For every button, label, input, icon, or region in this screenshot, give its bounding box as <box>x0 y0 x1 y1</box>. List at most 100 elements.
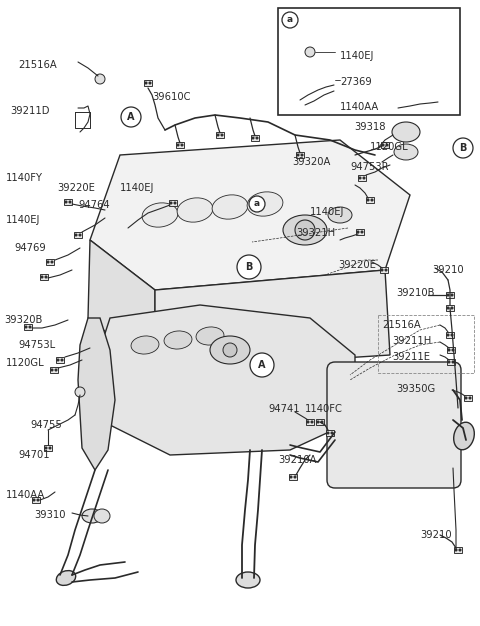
Circle shape <box>359 177 361 179</box>
Polygon shape <box>98 305 355 455</box>
Bar <box>356 229 364 235</box>
Ellipse shape <box>142 203 178 227</box>
Circle shape <box>311 421 313 423</box>
Text: 1140EJ: 1140EJ <box>120 183 155 193</box>
Text: 27369: 27369 <box>340 77 372 87</box>
Circle shape <box>69 201 71 203</box>
Bar <box>169 200 177 206</box>
Circle shape <box>321 421 323 423</box>
Bar <box>50 367 58 373</box>
Text: 39610C: 39610C <box>152 92 191 102</box>
Ellipse shape <box>210 336 250 364</box>
Ellipse shape <box>247 192 283 216</box>
Circle shape <box>305 47 315 57</box>
Text: B: B <box>459 143 467 153</box>
Ellipse shape <box>196 327 224 345</box>
Bar <box>464 395 472 401</box>
Circle shape <box>95 74 105 84</box>
Circle shape <box>447 294 449 296</box>
Bar <box>316 419 324 425</box>
Circle shape <box>79 233 81 236</box>
Bar <box>447 359 455 365</box>
Circle shape <box>381 269 383 271</box>
Circle shape <box>45 276 47 278</box>
Circle shape <box>177 144 179 146</box>
Text: 21516A: 21516A <box>382 320 421 330</box>
Circle shape <box>250 353 274 377</box>
Text: 21516A: 21516A <box>18 60 57 70</box>
Circle shape <box>149 82 151 85</box>
Circle shape <box>181 144 183 146</box>
Ellipse shape <box>131 336 159 354</box>
Ellipse shape <box>212 195 248 219</box>
Bar <box>306 419 314 425</box>
Ellipse shape <box>394 144 418 160</box>
Ellipse shape <box>82 509 102 523</box>
Text: 1140EJ: 1140EJ <box>6 215 40 225</box>
Polygon shape <box>90 140 410 290</box>
Circle shape <box>451 294 453 296</box>
Circle shape <box>451 307 453 309</box>
Bar <box>44 445 52 451</box>
Ellipse shape <box>392 122 420 142</box>
Circle shape <box>145 82 147 85</box>
Circle shape <box>295 220 315 240</box>
Bar <box>446 292 454 298</box>
Text: 1140FC: 1140FC <box>305 404 343 414</box>
Polygon shape <box>78 318 115 470</box>
Text: 94741: 94741 <box>268 404 300 414</box>
Text: 39318: 39318 <box>354 122 385 132</box>
Circle shape <box>249 196 265 212</box>
Circle shape <box>75 387 85 397</box>
Text: 94753L: 94753L <box>18 340 55 350</box>
Text: 1140EJ: 1140EJ <box>340 51 374 61</box>
Circle shape <box>223 343 237 357</box>
Bar <box>378 315 474 373</box>
Text: a: a <box>287 16 293 24</box>
Text: 39220E: 39220E <box>338 260 376 270</box>
Circle shape <box>294 476 296 478</box>
Text: A: A <box>127 112 135 122</box>
Text: 39321H: 39321H <box>296 228 335 238</box>
Circle shape <box>452 361 454 363</box>
Circle shape <box>367 199 369 201</box>
Circle shape <box>447 307 449 309</box>
Text: A: A <box>258 360 266 370</box>
Circle shape <box>448 349 450 351</box>
Circle shape <box>290 476 292 478</box>
Text: 39210: 39210 <box>420 530 452 540</box>
Text: 39210B: 39210B <box>396 288 434 298</box>
Bar <box>24 324 32 330</box>
Text: 39220E: 39220E <box>57 183 95 193</box>
Circle shape <box>51 261 53 263</box>
Circle shape <box>174 202 176 204</box>
Circle shape <box>327 432 329 434</box>
Text: 1140AA: 1140AA <box>6 490 45 500</box>
Circle shape <box>65 201 67 203</box>
Bar <box>447 347 455 353</box>
Circle shape <box>451 334 453 336</box>
Text: 39211E: 39211E <box>392 352 430 362</box>
Bar <box>381 142 389 148</box>
Circle shape <box>47 261 49 263</box>
Circle shape <box>121 107 141 127</box>
Circle shape <box>363 177 365 179</box>
Text: 94764: 94764 <box>78 200 109 210</box>
Text: 39211H: 39211H <box>392 336 431 346</box>
Text: 1120GL: 1120GL <box>370 142 408 152</box>
Circle shape <box>29 326 31 328</box>
Text: 39320A: 39320A <box>292 157 330 167</box>
Circle shape <box>221 134 223 136</box>
Text: 39310: 39310 <box>34 510 65 520</box>
Bar <box>358 175 366 181</box>
Circle shape <box>441 101 443 103</box>
Bar <box>56 357 64 363</box>
Bar <box>176 142 184 148</box>
Bar <box>144 80 152 86</box>
Circle shape <box>437 101 439 103</box>
Ellipse shape <box>164 331 192 349</box>
Bar <box>216 132 224 138</box>
Bar <box>380 267 388 273</box>
Text: 1140EJ: 1140EJ <box>310 207 344 217</box>
Circle shape <box>61 359 63 361</box>
